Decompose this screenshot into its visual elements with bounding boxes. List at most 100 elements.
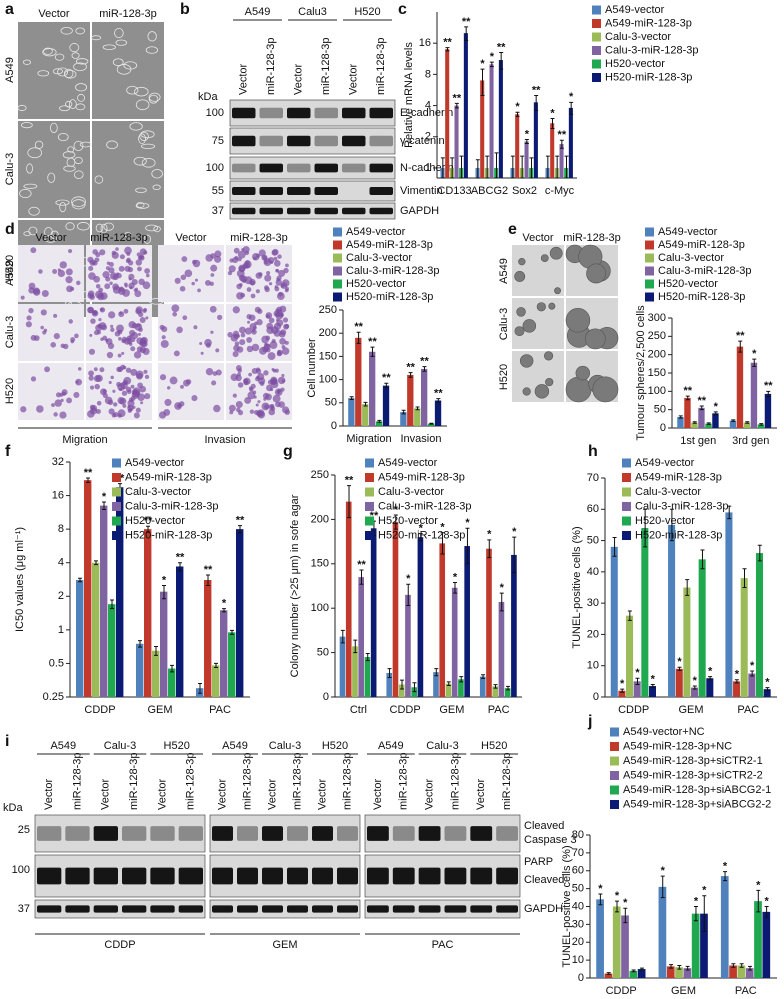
lane-label: miR-128-3p [71, 753, 83, 810]
band [259, 163, 283, 173]
cell [135, 259, 142, 266]
legend-label: A549-vector [346, 226, 406, 238]
significance: ** [84, 467, 93, 479]
band [262, 826, 283, 841]
significance: * [102, 491, 107, 503]
error-bar [384, 382, 389, 389]
cell [253, 409, 259, 415]
error-bar [524, 139, 529, 145]
y-tick-label: 16 [52, 489, 64, 501]
cell [62, 343, 69, 350]
x-tick-label: PAC [488, 704, 510, 716]
micrograph [92, 22, 164, 119]
significance: ** [497, 41, 506, 53]
band [470, 905, 493, 913]
cell [93, 367, 98, 372]
cell [102, 271, 110, 279]
cell [135, 370, 144, 379]
y-tick-label: 0 [593, 691, 599, 703]
legend-label: A549-miR-128-3p+siABCG2-2 [623, 798, 771, 810]
significance: ** [420, 356, 429, 368]
x-tick-label: PAC [737, 704, 759, 716]
legend-label: A549-vector [658, 226, 718, 238]
cell [110, 375, 114, 380]
significance: ** [764, 380, 773, 392]
sphere [516, 307, 526, 317]
sphere [592, 376, 619, 403]
bar [386, 673, 393, 697]
cell [172, 311, 178, 317]
error-bar [734, 679, 739, 684]
cell [137, 266, 142, 272]
cell [257, 400, 261, 404]
bar [212, 665, 220, 697]
band [93, 826, 118, 841]
cell [99, 367, 105, 373]
band [470, 867, 493, 885]
cell [69, 99, 77, 109]
significance: * [394, 504, 399, 516]
bar [236, 529, 244, 697]
legend-label: Calu-3-miR-128-3p [605, 44, 699, 56]
cell [210, 330, 214, 334]
cell [152, 184, 161, 191]
legend-label: A549-miR-128-3p [378, 471, 465, 483]
y-axis-label: Colony number (>25 μm) in sofe agar [289, 494, 301, 677]
cell [112, 389, 116, 393]
lane-label: Vector [156, 778, 168, 810]
error-bar [393, 514, 398, 530]
cell [42, 48, 57, 57]
error-bar [162, 584, 166, 600]
cell [65, 268, 73, 276]
legend-swatch [610, 742, 619, 751]
error-bar [505, 685, 510, 691]
x-tick-label: CDDP [84, 704, 115, 716]
cell [237, 382, 244, 388]
cell [215, 369, 222, 376]
cell [235, 365, 242, 371]
cell [51, 403, 55, 408]
band [337, 905, 358, 913]
error-bar [178, 562, 182, 572]
cell [248, 372, 252, 377]
cell [264, 342, 268, 347]
cell [265, 347, 271, 353]
cell [258, 249, 266, 257]
bar [152, 650, 160, 697]
row-label: H520 [4, 255, 16, 281]
y-tick-label: 40 [587, 566, 599, 578]
error-bar [692, 685, 697, 690]
sphere [545, 377, 554, 387]
cell [264, 285, 269, 290]
error-bar [446, 681, 451, 686]
bar [84, 480, 92, 697]
cell [269, 387, 274, 392]
cell [139, 385, 147, 393]
cell [126, 85, 139, 95]
cell [71, 199, 86, 210]
band [287, 187, 311, 195]
cell [251, 367, 258, 374]
bar [755, 553, 764, 697]
bar [762, 911, 771, 978]
cell [237, 372, 241, 377]
cell [118, 337, 122, 341]
cell [278, 269, 286, 277]
significance: ** [434, 388, 443, 400]
legend-label: A549-miR-128-3p [658, 239, 745, 251]
bar [417, 537, 424, 697]
bar [524, 141, 529, 178]
legend-label: H520-miR-128-3p [346, 291, 433, 303]
band [314, 207, 338, 215]
error-bar [499, 52, 504, 70]
cell [30, 334, 37, 341]
cell [28, 307, 34, 314]
cell [139, 248, 147, 256]
error-bar [340, 629, 345, 644]
band [287, 867, 308, 885]
bar [204, 579, 212, 697]
band [212, 826, 233, 841]
bar [369, 351, 376, 426]
significance: ** [462, 16, 471, 28]
band [287, 826, 308, 841]
